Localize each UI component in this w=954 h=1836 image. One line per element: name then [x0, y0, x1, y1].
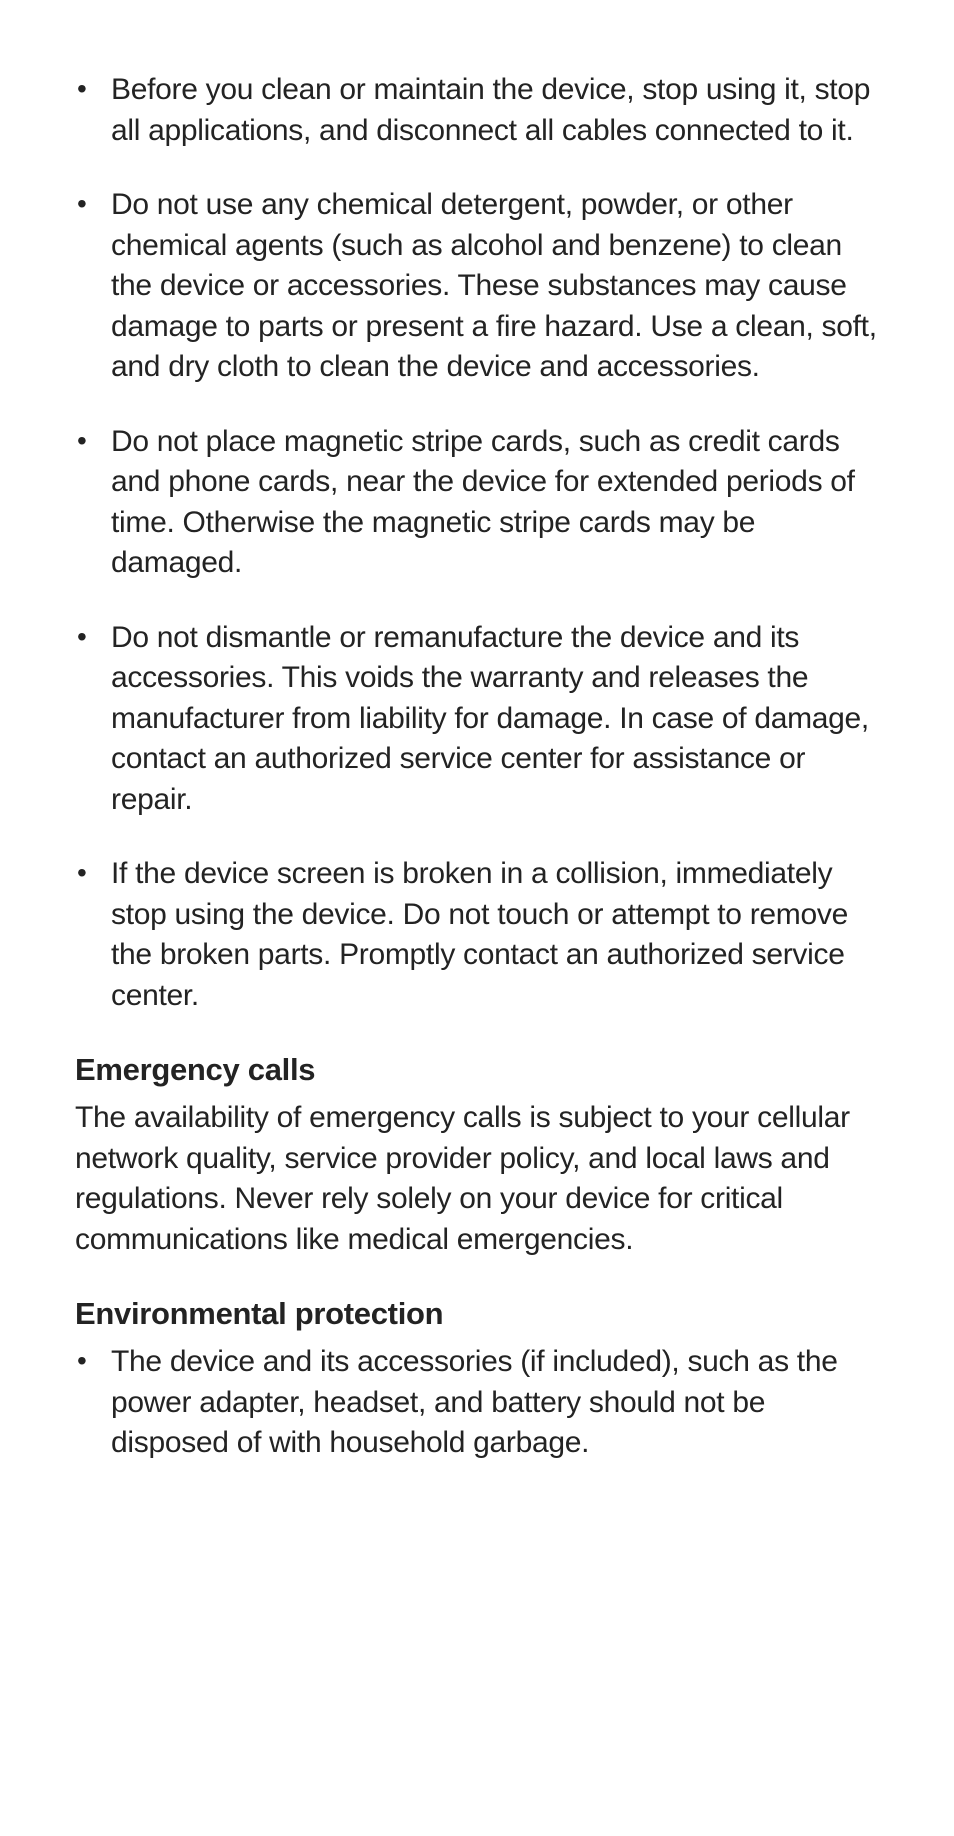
care-maintenance-list: Before you clean or maintain the device,…	[75, 70, 879, 1016]
list-item: Do not use any chemical detergent, powde…	[111, 185, 879, 388]
list-item: Do not place magnetic stripe cards, such…	[111, 422, 879, 584]
list-item: Before you clean or maintain the device,…	[111, 70, 879, 151]
emergency-calls-text: The availability of emergency calls is s…	[75, 1098, 879, 1260]
list-item: If the device screen is broken in a coll…	[111, 854, 879, 1016]
list-item: Do not dismantle or remanufacture the de…	[111, 618, 879, 821]
environmental-protection-heading: Environmental protection	[75, 1296, 879, 1332]
list-item: The device and its accessories (if inclu…	[111, 1342, 879, 1464]
emergency-calls-heading: Emergency calls	[75, 1052, 879, 1088]
environmental-protection-list: The device and its accessories (if inclu…	[75, 1342, 879, 1464]
